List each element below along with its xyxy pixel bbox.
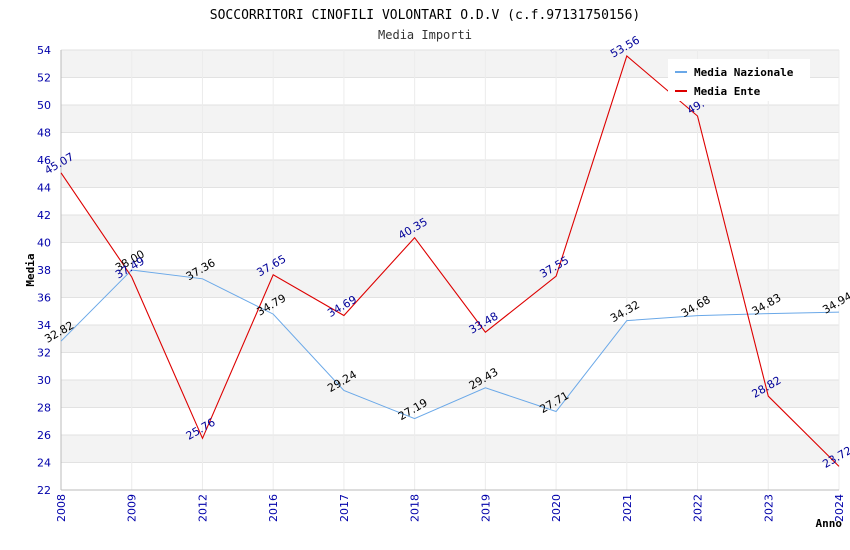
y-tick-label: 46	[37, 154, 51, 167]
legend-label: Media Ente	[694, 85, 761, 98]
y-tick-label: 30	[37, 374, 51, 387]
grid-band	[61, 105, 839, 133]
y-tick-label: 32	[37, 347, 51, 360]
y-tick-label: 38	[37, 264, 51, 277]
x-tick-label: 2020	[550, 494, 563, 522]
y-tick-label: 52	[37, 72, 51, 85]
legend-box	[668, 59, 810, 101]
grid-band	[61, 325, 839, 353]
x-tick-label: 2022	[692, 494, 705, 522]
legend-label: Media Nazionale	[694, 66, 794, 79]
grid-band	[61, 435, 839, 463]
y-tick-label: 28	[37, 402, 51, 415]
x-tick-label: 2024	[833, 494, 846, 522]
y-tick-label: 40	[37, 237, 51, 250]
y-tick-label: 22	[37, 484, 51, 497]
y-tick-label: 36	[37, 292, 51, 305]
y-tick-label: 34	[37, 319, 51, 332]
series-line-media-ente	[60, 55, 840, 467]
x-tick-labels: 2008 2009 2012 2016 2017 2018 2019 2020 2021 2022…	[55, 494, 846, 522]
x-tick-label: 2019	[479, 494, 492, 522]
y-tick-label: 48	[37, 127, 51, 140]
y-tick-label: 24	[37, 457, 51, 470]
x-tick-label: 2017	[338, 494, 351, 522]
y-axis-label: Media	[24, 253, 37, 286]
data-label: 34.32	[608, 298, 642, 325]
y-tick-label: 42	[37, 209, 51, 222]
x-tick-label: 2021	[621, 494, 634, 522]
y-tick-label: 50	[37, 99, 51, 112]
y-tick-label: 26	[37, 429, 51, 442]
x-tick-label: 2012	[196, 494, 209, 522]
grid-band	[61, 270, 839, 298]
series-lines	[60, 55, 840, 467]
y-tick-label: 54	[37, 44, 51, 57]
x-tick-label: 2016	[267, 494, 280, 522]
grid-bands	[61, 50, 839, 463]
y-tick-labels: 22 24 26 28 30 32 34 36 38 40 42 44 46 48 50 52 54	[37, 44, 51, 497]
x-axis-label: Anno	[816, 517, 843, 530]
axes	[60, 50, 839, 491]
x-tick-label: 2018	[409, 494, 422, 522]
series-line-media-nazionale	[60, 269, 840, 420]
x-tick-label: 2009	[126, 494, 139, 522]
grid-band	[61, 215, 839, 243]
y-tick-label: 44	[37, 182, 51, 195]
x-tick-label: 2008	[55, 494, 68, 522]
chart-title: SOCCORRITORI CINOFILI VOLONTARI O.D.V (c…	[210, 8, 640, 23]
x-tick-label: 2023	[762, 494, 775, 522]
legend: Media Nazionale Media Ente	[668, 59, 810, 101]
grid-band	[61, 160, 839, 188]
chart-subtitle: Media Importi	[378, 28, 472, 42]
